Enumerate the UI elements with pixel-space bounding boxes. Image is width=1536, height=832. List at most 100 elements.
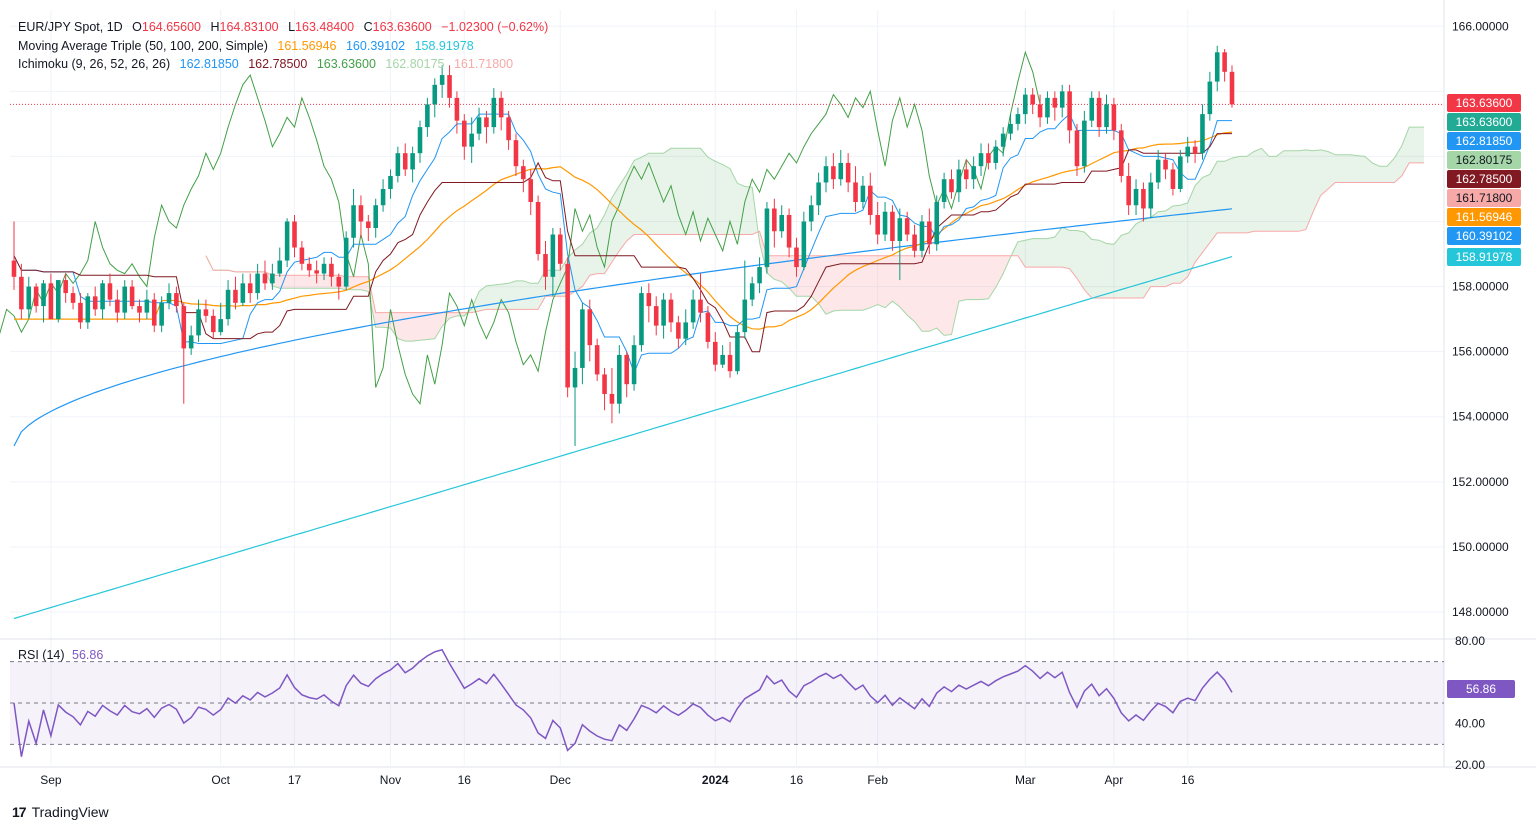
candle — [993, 140, 999, 170]
cloud-segment — [1364, 156, 1373, 183]
cloud-segment — [1313, 149, 1321, 212]
cloud-segment — [862, 255, 871, 311]
cloud-segment — [744, 186, 753, 235]
cloud-segment — [1350, 154, 1358, 183]
candle-body — [712, 341, 718, 365]
cloud-segment — [412, 312, 420, 342]
cloud-segment — [1305, 149, 1314, 230]
candle — [1111, 97, 1117, 141]
candle-body — [292, 221, 297, 248]
cloud-segment — [1143, 217, 1151, 298]
cloud-segment — [405, 312, 413, 342]
price-tag: 162.81850 — [1447, 132, 1521, 151]
candle-body — [92, 296, 98, 310]
cloud-segment — [397, 312, 406, 342]
candle — [1023, 88, 1028, 124]
candle — [19, 263, 24, 320]
candle-body — [617, 354, 622, 404]
candle — [609, 367, 615, 424]
ichimoku-legend: Ichimoku (9, 26, 52, 26, 26) 162.81850 1… — [18, 55, 519, 73]
cloud-segment — [848, 255, 856, 311]
candle-body — [1089, 97, 1095, 121]
candle — [506, 110, 511, 150]
candle-body — [48, 283, 54, 320]
candle — [343, 231, 349, 290]
cloud-segment — [1032, 238, 1041, 268]
candle — [602, 367, 607, 411]
cloud-segment — [575, 244, 583, 292]
candle-body — [772, 208, 777, 232]
cloud-segment — [1261, 148, 1269, 232]
cloud-segment — [1209, 161, 1218, 243]
candle — [868, 172, 873, 225]
candle-body — [343, 237, 349, 287]
cloud-segment — [1224, 158, 1232, 233]
candle-body — [306, 263, 312, 271]
cloud-segment — [670, 148, 679, 235]
candle — [454, 91, 460, 134]
candle-body — [860, 185, 866, 202]
cloud-segment — [870, 255, 878, 308]
candle — [129, 280, 135, 310]
candle-body — [1207, 81, 1213, 115]
candle — [683, 309, 689, 346]
candle — [1163, 153, 1168, 180]
candle — [402, 143, 408, 176]
candle — [808, 195, 814, 232]
candle-body — [949, 179, 954, 193]
candle — [1015, 107, 1021, 131]
cloud-segment — [921, 255, 930, 332]
footer: 17 TradingView — [12, 804, 109, 820]
senkou-b-line — [205, 162, 1424, 314]
candle-body — [211, 315, 216, 333]
candle-body — [963, 169, 969, 180]
cloud-segment — [523, 280, 531, 310]
cloud-segment — [1335, 154, 1343, 183]
ichimoku-base-value: 162.78500 — [248, 57, 308, 71]
candle — [484, 110, 489, 144]
candle-body — [454, 97, 460, 121]
cloud-segment — [287, 275, 295, 289]
candle-body — [85, 296, 91, 323]
price-tag: 162.80175 — [1447, 151, 1521, 170]
price-axis-label: 158.00000 — [1452, 280, 1509, 294]
candle — [631, 335, 637, 391]
candle — [218, 302, 223, 336]
candle — [1178, 149, 1183, 193]
candle-body — [166, 293, 172, 303]
candle-body — [484, 117, 489, 128]
cloud-segment — [1416, 127, 1424, 163]
cloud-segment — [1113, 235, 1122, 298]
cloud-segment — [1128, 223, 1137, 298]
candle — [233, 276, 238, 310]
cloud-segment — [929, 255, 937, 332]
cloud-segment — [301, 275, 310, 289]
cloud-segment — [892, 255, 900, 307]
candle — [188, 325, 194, 355]
candle-body — [602, 374, 607, 394]
time-axis-label: Dec — [550, 773, 571, 787]
candle — [329, 257, 334, 287]
candle-body — [19, 276, 24, 310]
candle — [115, 289, 120, 323]
cloud-segment — [375, 312, 384, 328]
candle — [727, 341, 733, 378]
candle — [639, 286, 644, 352]
candle — [1052, 91, 1058, 121]
candle — [712, 332, 718, 372]
cloud-segment — [611, 185, 620, 263]
ichimoku-conversion-value: 162.81850 — [179, 57, 239, 71]
candle-body — [572, 367, 578, 388]
ohlc-open: O164.65600 — [132, 20, 201, 34]
candle — [417, 120, 423, 163]
cloud-segment — [648, 153, 657, 235]
candle — [122, 280, 128, 320]
candle — [432, 78, 438, 118]
symbol-legend: EUR/JPY Spot, 1D O164.65600 H164.83100 L… — [18, 18, 554, 36]
candle — [306, 257, 312, 277]
candle-body — [56, 280, 61, 320]
cloud-segment — [582, 232, 590, 287]
candle-body — [262, 273, 268, 284]
cloud-segment — [360, 276, 369, 292]
